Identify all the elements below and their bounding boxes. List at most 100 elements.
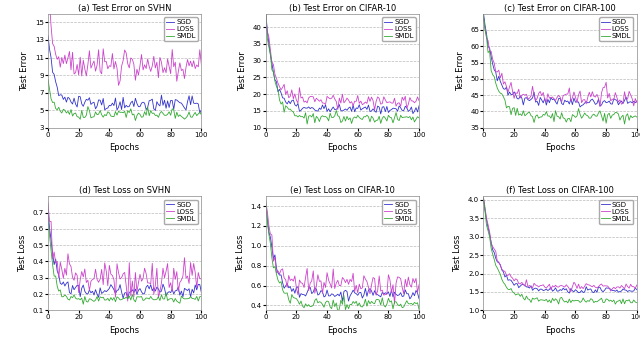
SGD — [136, 105, 144, 109]
Line: SGD: SGD — [483, 13, 637, 107]
SMDL — [518, 292, 525, 296]
SGD — [159, 103, 167, 107]
SGD — [490, 250, 498, 254]
LOSS — [633, 283, 640, 287]
Y-axis label: Test Loss: Test Loss — [454, 235, 463, 272]
LOSS — [595, 96, 602, 100]
SGD — [490, 68, 498, 72]
SGD — [196, 111, 204, 115]
SGD — [44, 207, 52, 211]
SMDL — [84, 300, 92, 304]
SMDL — [332, 301, 340, 305]
SMDL — [355, 115, 363, 119]
SGD — [138, 290, 145, 294]
SGD — [262, 202, 269, 206]
LOSS — [262, 200, 269, 204]
LOSS — [479, 195, 487, 199]
SMDL — [595, 111, 602, 115]
LOSS — [332, 100, 340, 104]
Line: SGD: SGD — [48, 209, 202, 299]
LOSS — [116, 79, 124, 83]
SGD — [589, 290, 596, 294]
SMDL — [132, 118, 140, 122]
Y-axis label: Test Loss: Test Loss — [18, 235, 27, 272]
SMDL — [83, 113, 90, 117]
LOSS — [587, 95, 595, 99]
Line: LOSS: LOSS — [48, 0, 202, 85]
SGD — [354, 106, 362, 110]
Title: (d) Test Loss on SVHN: (d) Test Loss on SVHN — [79, 187, 170, 195]
SGD — [198, 108, 205, 112]
X-axis label: Epochs: Epochs — [109, 326, 140, 335]
SMDL — [490, 257, 498, 261]
X-axis label: Epochs: Epochs — [327, 144, 358, 152]
LOSS — [153, 60, 161, 64]
SGD — [518, 283, 525, 287]
LOSS — [567, 290, 575, 294]
SMDL — [273, 85, 280, 89]
SMDL — [518, 114, 525, 118]
SMDL — [262, 197, 269, 202]
SMDL — [138, 294, 145, 298]
LOSS — [490, 61, 498, 65]
SGD — [572, 100, 579, 104]
LOSS — [161, 276, 168, 280]
X-axis label: Epochs: Epochs — [327, 326, 358, 335]
SMDL — [138, 115, 145, 119]
SGD — [518, 96, 525, 100]
LOSS — [115, 271, 122, 275]
LOSS — [390, 302, 398, 306]
Line: SGD: SGD — [48, 35, 202, 113]
LOSS — [262, 12, 269, 16]
LOSS — [332, 281, 340, 285]
LOSS — [55, 276, 63, 280]
Line: SGD: SGD — [483, 198, 637, 293]
LOSS — [161, 66, 168, 70]
SGD — [300, 293, 308, 297]
SGD — [550, 97, 558, 101]
LOSS — [83, 280, 90, 284]
SMDL — [587, 116, 595, 120]
Title: (f) Test Loss on CIFAR-100: (f) Test Loss on CIFAR-100 — [506, 187, 614, 195]
LOSS — [573, 286, 581, 291]
Line: LOSS: LOSS — [266, 14, 419, 110]
SGD — [633, 99, 640, 103]
X-axis label: Epochs: Epochs — [545, 144, 575, 152]
SGD — [300, 105, 308, 109]
SGD — [115, 105, 122, 109]
SMDL — [334, 310, 342, 314]
SMDL — [355, 301, 363, 305]
SGD — [371, 288, 378, 293]
SGD — [44, 33, 52, 38]
SMDL — [595, 299, 602, 303]
Legend: SGD, LOSS, SMDL: SGD, LOSS, SMDL — [599, 200, 634, 224]
SGD — [339, 299, 346, 303]
Line: LOSS: LOSS — [483, 18, 637, 107]
Y-axis label: Test Error: Test Error — [238, 51, 247, 91]
SMDL — [198, 113, 205, 117]
SMDL — [300, 116, 308, 120]
SGD — [369, 107, 377, 111]
SMDL — [303, 122, 311, 126]
LOSS — [550, 97, 558, 101]
LOSS — [198, 62, 205, 66]
LOSS — [377, 289, 385, 293]
SMDL — [262, 12, 269, 16]
SMDL — [415, 308, 423, 312]
LOSS — [369, 276, 377, 280]
LOSS — [633, 100, 640, 104]
LOSS — [198, 277, 205, 281]
SMDL — [479, 196, 487, 200]
SGD — [83, 292, 90, 296]
Title: (a) Test Error on SVHN: (a) Test Error on SVHN — [78, 4, 172, 13]
LOSS — [138, 53, 145, 57]
SGD — [273, 266, 280, 270]
Line: SMDL: SMDL — [48, 79, 202, 120]
SGD — [153, 285, 161, 289]
SMDL — [371, 301, 378, 306]
SMDL — [153, 113, 161, 117]
SMDL — [550, 299, 558, 303]
Legend: SGD, LOSS, SMDL: SGD, LOSS, SMDL — [164, 17, 198, 41]
SGD — [55, 93, 63, 98]
SMDL — [79, 302, 87, 306]
